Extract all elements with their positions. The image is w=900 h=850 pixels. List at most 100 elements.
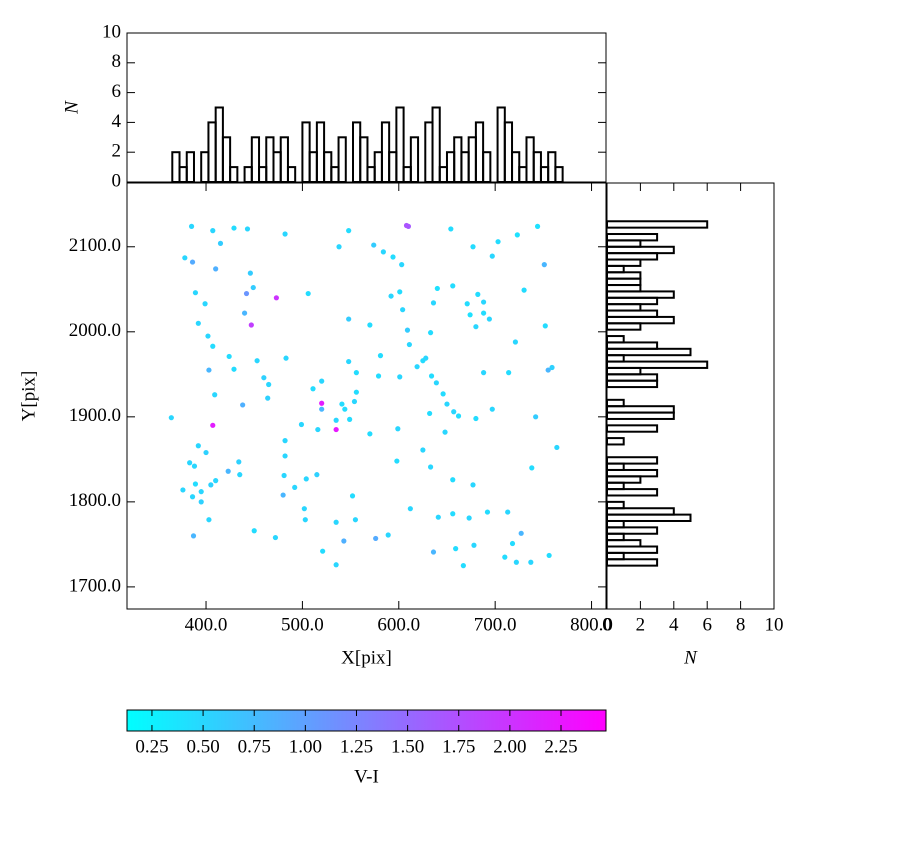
scatter-point (320, 548, 326, 554)
histogram-bar (323, 151, 333, 183)
histogram-bar (445, 151, 456, 183)
scatter-point (168, 415, 174, 421)
scatter-point (282, 438, 288, 444)
colorbar-tick-label: 1.00 (289, 736, 322, 757)
y-tick-label: 2100.0 (69, 235, 121, 256)
histogram-bar (438, 166, 448, 184)
scatter-point (273, 295, 279, 301)
scatter-point (248, 322, 254, 328)
scatter-point (448, 226, 454, 232)
scatter-point (506, 370, 512, 376)
scatter-point (475, 291, 481, 297)
colorbar-tick-label: 0.50 (186, 736, 219, 757)
scatter-point (261, 375, 267, 381)
scatter-point (440, 391, 446, 397)
scatter-point (430, 300, 437, 306)
histogram-bar (315, 121, 326, 183)
histogram-bar (265, 136, 275, 184)
scatter-point (406, 341, 412, 348)
scatter-point (533, 414, 539, 420)
scatter-point (210, 228, 216, 234)
scatter-point (549, 364, 555, 371)
plot-frame (126, 32, 607, 183)
scatter-point (388, 293, 394, 299)
scatter-point (283, 355, 289, 361)
scatter-point (521, 287, 527, 293)
scatter-point (333, 519, 339, 525)
scatter-point (342, 406, 348, 412)
scatter-point (301, 506, 307, 512)
histogram-bar (431, 106, 441, 183)
scatter-point (420, 447, 426, 453)
scatter-point (502, 554, 508, 560)
scatter-point (489, 406, 495, 412)
scatter-point (353, 389, 359, 395)
scatter-point (450, 511, 456, 517)
scatter-point (208, 482, 214, 488)
scatter-point (353, 370, 359, 376)
y-tick-label: 1800.0 (69, 490, 121, 511)
x-axis-label: X[pix] (341, 647, 392, 668)
histogram-bar (272, 151, 282, 183)
y-tick-label: 6 (112, 81, 122, 102)
scatter-point (467, 312, 473, 318)
scatter-point (213, 266, 219, 272)
histogram-bar (554, 166, 564, 184)
scatter-point (546, 552, 552, 559)
scatter-point (404, 327, 411, 333)
scatter-point (231, 366, 237, 372)
scatter-point (518, 530, 524, 536)
histogram-bar (221, 136, 232, 184)
y-tick-label: 4 (112, 111, 122, 132)
histogram-bar (460, 151, 470, 183)
scatter-point (210, 343, 216, 349)
y-tick-label: 8 (112, 51, 122, 72)
histogram-bar (380, 121, 391, 183)
scatter-point (192, 290, 199, 296)
y-tick-label: 1700.0 (69, 575, 121, 596)
histogram-bar (503, 121, 514, 183)
scatter-point (310, 386, 316, 392)
scatter-point (180, 487, 186, 493)
scatter-point (375, 373, 382, 379)
scatter-point (195, 443, 201, 449)
scatter-point (542, 323, 548, 329)
histogram-bar (496, 106, 506, 183)
scatter-point (486, 316, 492, 322)
scatter-point (423, 355, 429, 361)
scatter-point (346, 228, 352, 234)
scatter-point (251, 528, 257, 534)
x-tick-label: 6 (702, 614, 712, 635)
scatter-point (225, 468, 231, 474)
scatter-point (339, 401, 345, 407)
scatter-point (430, 549, 437, 555)
scatter-point (319, 400, 325, 406)
scatter-point (451, 409, 457, 415)
scatter-point (265, 395, 271, 401)
scatter-point (455, 413, 462, 419)
scatter-point (188, 223, 195, 229)
scatter-point (282, 231, 288, 237)
scatter-point (367, 431, 373, 437)
scatter-point (395, 426, 401, 432)
scatter-point (346, 316, 352, 322)
histogram-bar (606, 398, 625, 408)
scatter-point (333, 426, 339, 433)
colorbar (126, 709, 607, 732)
histogram-bar (453, 136, 463, 184)
scatter-point (435, 514, 441, 520)
histogram-bar (474, 121, 485, 183)
scatter-point (266, 381, 272, 388)
scatter-point (470, 482, 476, 488)
histogram-bar (207, 121, 217, 183)
scatter-point (346, 358, 352, 365)
scatter-point (428, 373, 435, 379)
scatter-point (403, 222, 410, 229)
histogram-bar (511, 151, 521, 183)
scatter-point (489, 253, 495, 259)
scatter-point (272, 534, 279, 541)
scatter-point (237, 472, 243, 478)
scatter-point (202, 301, 208, 307)
x-axis-label: N (683, 647, 698, 668)
scatter-point (427, 330, 434, 336)
